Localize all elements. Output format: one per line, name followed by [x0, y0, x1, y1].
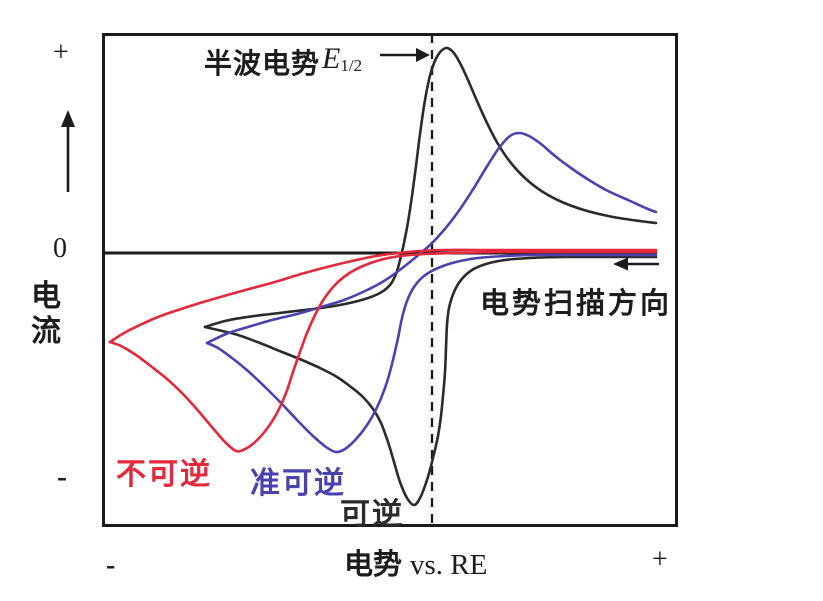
x-axis-label-cn: 电势	[344, 549, 403, 581]
cv-curve-irreversible-return	[108, 248, 658, 344]
plot-border	[102, 33, 678, 527]
half-wave-label: 半波电势 E 1/2	[204, 42, 362, 82]
cv-curve-quasi-reversible-return	[205, 131, 658, 345]
cv-curve-reversible-return	[203, 46, 658, 329]
curve-label-quasi-reversible: 准可逆	[250, 467, 346, 500]
cv-curve-irreversible-forward	[108, 250, 658, 453]
half-wave-subscript: 1/2	[340, 56, 363, 75]
y-axis-plus: +	[53, 37, 69, 68]
x-axis-label-en: vs. RE	[410, 549, 488, 581]
scan-direction-arrow-icon	[613, 257, 659, 271]
scan-direction-label: 电势扫描方向	[480, 288, 673, 320]
curve-label-reversible: 可逆	[340, 498, 404, 531]
cv-curve-reversible-forward	[203, 255, 658, 507]
cv-curves	[108, 46, 658, 507]
half-wave-arrow-icon	[380, 48, 430, 62]
x-axis-minus: -	[106, 550, 116, 581]
cv-curve-quasi-reversible-forward	[205, 253, 658, 454]
x-axis-label: 电势 vs. RE	[344, 541, 487, 583]
half-wave-symbol: E	[322, 42, 341, 75]
x-axis-plus: +	[652, 544, 668, 575]
y-axis-minus: -	[57, 460, 67, 493]
curve-label-irreversible: 不可逆	[116, 458, 212, 491]
y-axis-label: 电流	[31, 280, 61, 348]
y-axis-zero: 0	[53, 233, 67, 264]
half-wave-label-cn: 半波电势	[204, 48, 321, 79]
current-axis-arrow-icon	[61, 110, 75, 192]
